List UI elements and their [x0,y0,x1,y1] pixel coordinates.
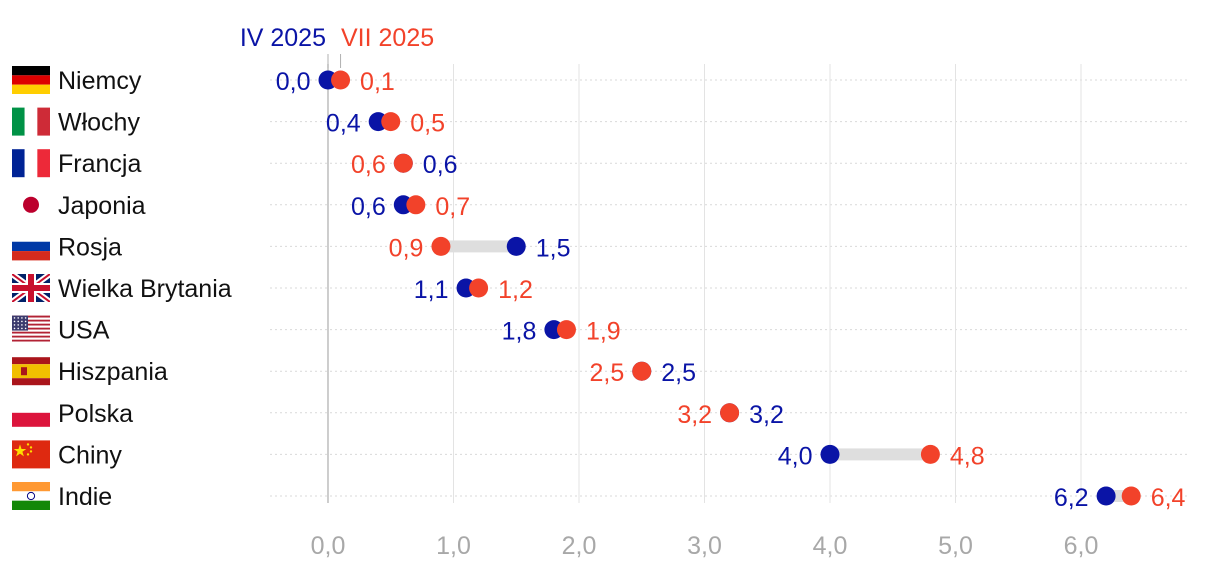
dot-iv-2025 [820,444,840,464]
dot-vii-2025 [331,70,351,90]
x-tick-label: 6,0 [1064,532,1099,560]
spain-flag-icon [12,357,50,386]
country-label: Indie [58,483,112,511]
dot-vii-2025 [632,361,652,381]
uk-flag-icon [12,274,50,302]
value-label: 0,6 [351,151,386,179]
value-label: 0,9 [389,234,424,262]
value-label: 1,5 [536,234,571,262]
country-rows: Niemcy Włochy Francja Japonia Rosja Wielka Br… [12,66,232,511]
dot-vii-2025 [381,112,401,132]
x-tick-label: 4,0 [813,532,848,560]
x-tick-label: 0,0 [311,532,346,560]
connector-bar [440,240,517,253]
dot-vii-2025 [556,320,576,340]
country-label: USA [58,317,110,345]
russia-flag-icon [12,232,50,261]
dot-vii-2025 [920,444,940,464]
x-tick-label: 2,0 [562,532,597,560]
usa-flag-icon [12,315,50,344]
italy-flag-icon [12,107,50,136]
dot-vii-2025 [406,195,426,215]
country-label: Hiszpania [58,358,168,386]
gridlines [270,64,1188,503]
country-label: Japonia [58,192,146,220]
value-label: 2,5 [589,359,624,387]
value-label: 1,9 [586,318,621,346]
japan-flag-icon [12,190,50,219]
value-label: 6,4 [1151,484,1186,512]
country-label: Wielka Brytania [58,275,232,303]
x-tick-label: 1,0 [436,532,471,560]
dot-vii-2025 [1121,486,1141,506]
dot-iv-2025 [506,236,526,256]
value-label: 0,1 [360,68,395,96]
country-label: Francja [58,150,141,178]
value-label: 0,0 [276,68,311,96]
country-label: Niemcy [58,67,142,95]
value-label: 6,2 [1054,484,1089,512]
value-label: 4,0 [778,442,813,470]
value-label: 1,1 [414,276,449,304]
legend-label-iv-2025: IV 2025 [240,24,326,52]
country-label: Rosja [58,233,122,261]
dot-vii-2025 [469,278,489,298]
value-label: 0,6 [351,193,386,221]
country-label: Włochy [58,109,140,137]
country-label: Polska [58,400,133,428]
x-tick-label: 5,0 [938,532,973,560]
china-flag-icon [12,440,50,469]
poland-flag-icon [12,398,50,427]
dot-vii-2025 [720,403,740,423]
connector-bar [830,448,931,461]
india-flag-icon [12,482,50,510]
value-label: 4,8 [950,442,985,470]
value-label: 3,2 [677,401,712,429]
value-label: 0,4 [326,110,361,138]
value-label: 0,6 [423,151,458,179]
x-axis: 0,0 1,0 2,0 3,0 4,0 5,0 6,0 [311,532,1099,560]
germany-flag-icon [12,66,50,94]
legend: IV 2025 VII 2025 [240,24,434,68]
value-label: 2,5 [661,359,696,387]
dot-vii-2025 [431,236,451,256]
data-points: 0,0 0,1 0,4 0,5 0,6 0,6 0,6 0,7 0,9 1,5 1,1 1,2 1,8 1… [276,68,1186,512]
legend-label-vii-2025: VII 2025 [341,24,434,52]
dot-vii-2025 [393,153,413,173]
value-label: 3,2 [749,401,784,429]
value-label: 0,7 [435,193,470,221]
value-label: 1,8 [502,318,537,346]
value-label: 0,5 [410,110,445,138]
x-tick-label: 3,0 [687,532,722,560]
france-flag-icon [12,149,50,178]
dot-iv-2025 [1096,486,1116,506]
country-label: Chiny [58,441,122,469]
value-label: 1,2 [498,276,533,304]
